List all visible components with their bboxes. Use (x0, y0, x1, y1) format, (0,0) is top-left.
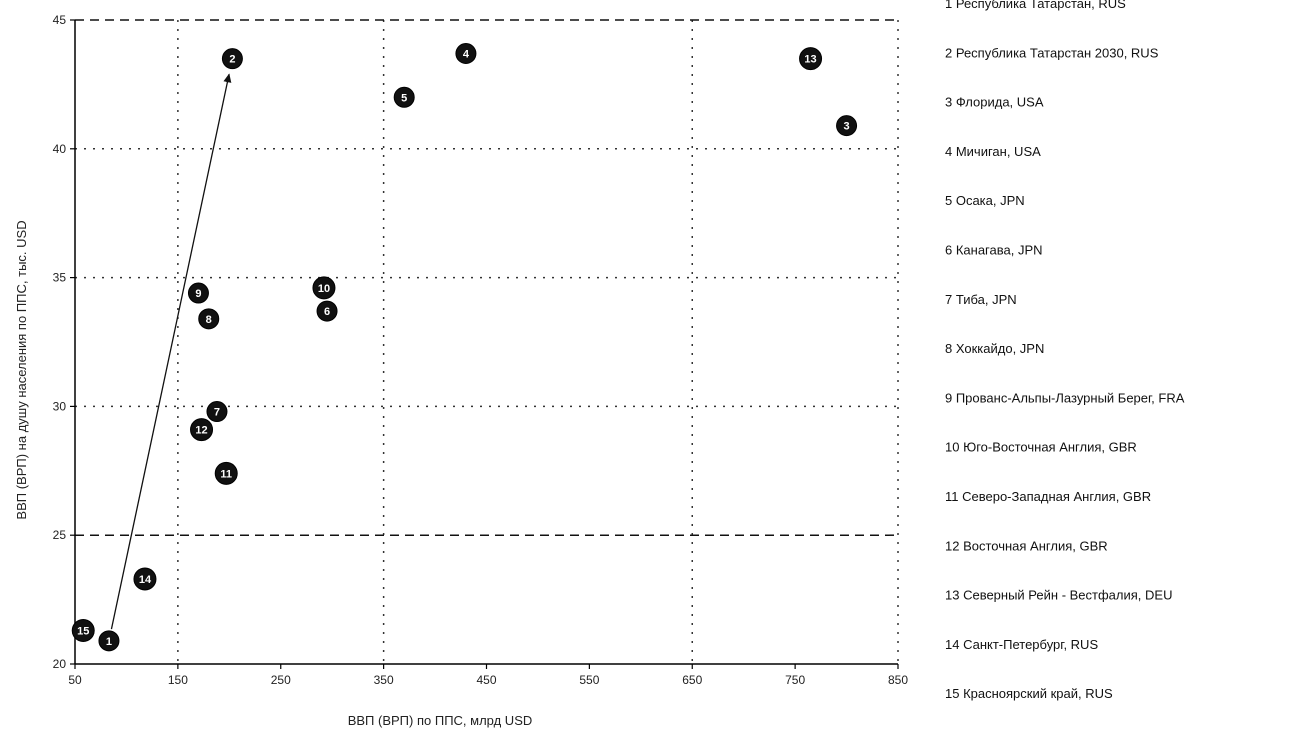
point-label-1: 1 (106, 636, 112, 648)
point-label-6: 6 (324, 306, 330, 318)
point-marker-1 (98, 630, 120, 652)
point-label-5: 5 (401, 92, 407, 104)
x-tick-label-750: 750 (785, 673, 805, 687)
point-label-10: 10 (318, 283, 330, 295)
y-tick-label-25: 25 (53, 528, 67, 542)
point-label-11: 11 (220, 468, 232, 480)
point-marker-4 (455, 42, 477, 64)
point-label-13: 13 (804, 54, 816, 66)
legend-entry-9: 9 Прованс-Альпы-Лазурный Берег, FRA (945, 390, 1185, 405)
point-marker-3 (836, 115, 858, 137)
legend-entry-6: 6 Канагава, JPN (945, 243, 1043, 258)
y-tick-label-45: 45 (53, 13, 67, 27)
point-marker-6 (316, 300, 338, 322)
point-label-3: 3 (844, 121, 850, 133)
y-tick-label-30: 30 (53, 399, 67, 413)
legend-entry-5: 5 Осака, JPN (945, 193, 1025, 208)
x-tick-label-350: 350 (374, 673, 394, 687)
point-label-8: 8 (206, 314, 212, 326)
y-tick-label-40: 40 (53, 142, 67, 156)
x-tick-label-850: 850 (888, 673, 908, 687)
x-tick-label-550: 550 (579, 673, 599, 687)
point-label-2: 2 (229, 54, 235, 66)
y-tick-label-20: 20 (53, 657, 67, 671)
point-marker-7 (206, 401, 228, 423)
trajectory-arrow (110, 73, 232, 630)
legend-entry-11: 11 Северо-Западная Англия, GBR (945, 489, 1151, 504)
point-marker-5 (393, 86, 415, 108)
x-tick-label-50: 50 (68, 673, 82, 687)
legend-entry-15: 15 Красноярский край, RUS (945, 686, 1113, 701)
x-tick-label-250: 250 (271, 673, 291, 687)
y-tick-label-35: 35 (53, 271, 67, 285)
arrow-layer (110, 73, 232, 630)
legend-entry-12: 12 Восточная Англия, GBR (945, 538, 1108, 553)
grid-lines (75, 19, 899, 664)
point-marker-12 (190, 418, 214, 442)
legend-entry-1: 1 Республика Татарстан, RUS (945, 0, 1126, 11)
point-marker-9 (187, 282, 209, 304)
legend: 1 Республика Татарстан, RUS 2 Республика … (945, 0, 1185, 701)
legend-entry-3: 3 Флорида, USA (945, 95, 1044, 110)
legend-entry-4: 4 Мичиган, USA (945, 144, 1041, 159)
point-marker-11 (214, 461, 238, 485)
point-label-15: 15 (77, 626, 89, 638)
legend-entry-10: 10 Юго-Восточная Англия, GBR (945, 440, 1137, 455)
legend-entry-13: 13 Северный Рейн - Вестфалия, DEU (945, 588, 1172, 603)
x-axis-title: ВВП (ВРП) по ППС, млрд USD (348, 713, 533, 728)
point-marker-14 (133, 567, 157, 591)
x-tick-label-150: 150 (168, 673, 188, 687)
point-marker-10 (312, 276, 336, 300)
legend-entry-2: 2 Республика Татарстан 2030, RUS (945, 45, 1159, 60)
legend-entry-14: 14 Санкт-Петербург, RUS (945, 637, 1098, 652)
legend-entry-7: 7 Тиба, JPN (945, 292, 1017, 307)
point-label-7: 7 (214, 407, 220, 419)
point-label-14: 14 (139, 574, 152, 586)
point-marker-13 (799, 47, 823, 71)
point-marker-8 (198, 308, 220, 330)
x-tick-label-650: 650 (682, 673, 702, 687)
point-label-9: 9 (195, 288, 201, 300)
point-marker-15 (71, 619, 95, 643)
point-label-4: 4 (463, 48, 470, 60)
point-label-12: 12 (195, 425, 207, 437)
x-tick-label-450: 450 (476, 673, 496, 687)
legend-entry-8: 8 Хоккайдо, JPN (945, 341, 1044, 356)
point-marker-2 (221, 48, 243, 70)
y-axis-title: ВВП (ВРП) на душу населения по ППС, тыс.… (14, 220, 29, 519)
